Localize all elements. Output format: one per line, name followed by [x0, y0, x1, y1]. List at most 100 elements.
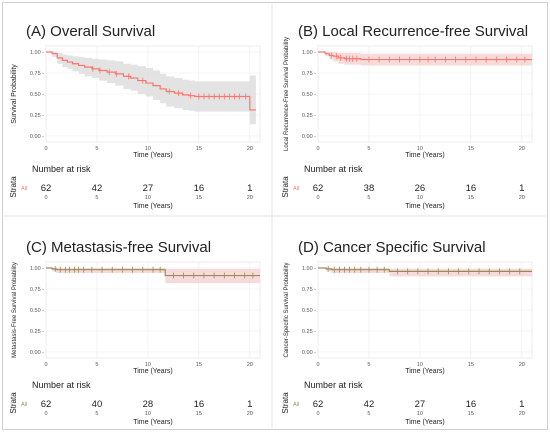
y-tick-label: 0.00 - — [30, 350, 44, 356]
figure-frame — [2, 2, 548, 430]
risk-table-title: Number at risk — [304, 380, 363, 390]
risk-x-axis-label: Time (Years) — [405, 203, 445, 210]
risk-count: 16 — [194, 183, 205, 194]
risk-table-title: Number at risk — [304, 164, 363, 174]
y-tick-label: 0.50 - — [30, 308, 44, 314]
risk-x-tick-label: 5 — [95, 411, 98, 417]
risk-count: 28 — [143, 399, 154, 410]
x-axis-label: Time (Years) — [133, 152, 173, 159]
x-tick-label: 10 — [417, 362, 423, 368]
y-tick-label: 0.25 - — [302, 329, 316, 335]
risk-x-tick-label: 15 — [468, 195, 474, 201]
risk-x-tick-label: 20 — [247, 411, 253, 417]
risk-table-title: Number at risk — [32, 164, 91, 174]
x-tick-label: 10 — [145, 146, 151, 152]
x-axis-label: Time (Years) — [133, 368, 173, 375]
y-tick-label: 0.75 - — [30, 287, 44, 293]
risk-table-title: Number at risk — [32, 380, 91, 390]
x-tick-label: 20 — [519, 146, 525, 152]
risk-count: 16 — [194, 399, 205, 410]
y-tick-label: 1.00 - — [302, 50, 316, 56]
survival-curve — [46, 267, 260, 277]
risk-count: 38 — [364, 183, 375, 194]
risk-count: 42 — [92, 183, 103, 194]
risk-table-row-label: All — [21, 186, 27, 192]
y-tick-label: 0.50 - — [30, 92, 44, 98]
y-tick-label: 0.25 - — [30, 329, 44, 335]
risk-count: 1 — [247, 183, 252, 194]
y-tick-label: 0.75 - — [302, 71, 316, 77]
y-axis-label: Survival Probability — [11, 64, 18, 124]
risk-count: 16 — [466, 183, 477, 194]
risk-x-tick-label: 5 — [367, 411, 370, 417]
panel-2: (C) Metastasis-free Survival 0.00 - 0.25 -… — [9, 239, 261, 426]
y-tick-label: 0.00 - — [302, 350, 316, 356]
survival-curve — [46, 51, 256, 111]
risk-x-tick-label: 0 — [44, 195, 47, 201]
risk-x-tick-label: 5 — [95, 195, 98, 201]
x-tick-label: 15 — [468, 146, 474, 152]
confidence-band — [318, 52, 532, 66]
panel-title: (C) Metastasis-free Survival — [26, 239, 211, 256]
panel-3: (D) Cancer Specific Survival 0.00 - 0.25 -… — [281, 239, 533, 426]
risk-x-tick-label: 15 — [196, 411, 202, 417]
y-axis-label: Cancer-Specific Survival Probability — [284, 262, 290, 357]
risk-count: 62 — [41, 183, 52, 194]
risk-count: 62 — [41, 399, 52, 410]
risk-x-tick-label: 15 — [196, 195, 202, 201]
x-tick-label: 0 — [316, 146, 319, 152]
risk-table-strata-label: Strata — [281, 392, 290, 414]
y-tick-label: 0.75 - — [30, 71, 44, 77]
y-tick-label: 1.00 - — [30, 266, 44, 272]
y-tick-label: 0.00 - — [30, 134, 44, 140]
risk-x-tick-label: 10 — [417, 411, 423, 417]
risk-x-tick-label: 0 — [44, 411, 47, 417]
y-tick-label: 0.50 - — [302, 92, 316, 98]
risk-x-axis-label: Time (Years) — [405, 419, 445, 426]
panel-1: (B) Local Recurrence-free Survival 0.00 -… — [281, 23, 533, 210]
risk-count: 1 — [519, 183, 524, 194]
risk-table-row-label: All — [293, 186, 299, 192]
risk-x-tick-label: 20 — [519, 195, 525, 201]
risk-count: 42 — [364, 399, 375, 410]
risk-count: 16 — [466, 399, 477, 410]
y-axis-label: Metastasis-Free Survival Probability — [12, 262, 18, 358]
x-tick-label: 15 — [468, 362, 474, 368]
x-tick-label: 15 — [196, 362, 202, 368]
x-tick-label: 20 — [519, 362, 525, 368]
y-tick-label: 0.25 - — [302, 113, 316, 119]
risk-x-tick-label: 10 — [145, 411, 151, 417]
risk-x-tick-label: 10 — [145, 195, 151, 201]
x-tick-label: 5 — [367, 146, 370, 152]
risk-x-tick-label: 20 — [247, 195, 253, 201]
y-tick-label: 0.75 - — [302, 287, 316, 293]
risk-x-tick-label: 10 — [417, 195, 423, 201]
survival-curve — [318, 267, 532, 272]
risk-count: 62 — [313, 399, 324, 410]
y-tick-label: 0.50 - — [302, 308, 316, 314]
risk-x-tick-label: 0 — [316, 195, 319, 201]
risk-table-strata-label: Strata — [9, 176, 18, 198]
x-tick-label: 20 — [247, 146, 253, 152]
risk-table-strata-label: Strata — [281, 176, 290, 198]
y-tick-label: 1.00 - — [302, 266, 316, 272]
x-axis-label: Time (Years) — [405, 368, 445, 375]
x-tick-label: 5 — [367, 362, 370, 368]
panel-title: (A) Overall Survival — [26, 23, 155, 40]
risk-x-tick-label: 0 — [316, 411, 319, 417]
risk-count: 62 — [313, 183, 324, 194]
x-tick-label: 20 — [247, 362, 253, 368]
risk-count: 1 — [519, 399, 524, 410]
y-axis-label: Local Recurrence-Free Survival Probabili… — [284, 37, 290, 151]
x-tick-label: 15 — [196, 146, 202, 152]
x-tick-label: 10 — [417, 146, 423, 152]
risk-table-row-label: All — [21, 402, 27, 408]
risk-x-tick-label: 5 — [367, 195, 370, 201]
panel-title: (B) Local Recurrence-free Survival — [298, 23, 528, 40]
risk-count: 40 — [92, 399, 103, 410]
y-tick-label: 1.00 - — [30, 50, 44, 56]
x-axis-label: Time (Years) — [405, 152, 445, 159]
risk-table-strata-label: Strata — [9, 392, 18, 414]
